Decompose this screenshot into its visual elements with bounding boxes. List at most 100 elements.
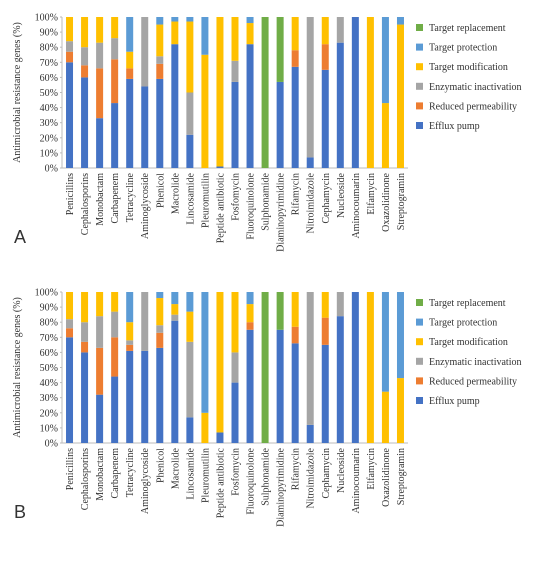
x-tick-label: Lincosamide xyxy=(185,447,196,499)
x-tick-label: Fosfomycin xyxy=(231,448,242,496)
bar-segment xyxy=(231,60,239,82)
bar-segment xyxy=(246,304,254,323)
bar-segment xyxy=(381,17,389,104)
x-tick-label: Oxazolidinone xyxy=(381,172,392,231)
x-tick-label: Fluoroquinolone xyxy=(246,447,257,514)
bar-segment xyxy=(291,50,299,67)
bar-segment xyxy=(216,17,224,167)
x-tick-label: Sulphonamide xyxy=(261,172,272,230)
x-tick-label: Aminocoumarin xyxy=(351,448,362,514)
bar-segment xyxy=(126,322,134,341)
bar-segment xyxy=(291,66,299,168)
x-tick-label: Monobactam xyxy=(95,448,106,501)
legend-label: Target replacement xyxy=(429,23,506,34)
x-tick-label: Fluoroquinolone xyxy=(246,172,257,239)
bar-segment xyxy=(126,68,134,79)
y-tick-label: 90% xyxy=(40,303,58,314)
bar-segment xyxy=(231,352,239,383)
x-tick-label: Macrolide xyxy=(170,447,181,489)
legend-swatch xyxy=(416,397,423,404)
bar-segment xyxy=(156,17,164,25)
bar-segment xyxy=(306,424,314,443)
bar-segment xyxy=(291,326,299,344)
bar-segment xyxy=(81,47,89,66)
legend-swatch xyxy=(416,299,423,306)
bar-segment xyxy=(141,350,149,443)
bar-segment xyxy=(246,44,254,168)
bar-segment xyxy=(201,412,209,443)
panel-label: B xyxy=(14,502,26,522)
bar-segment xyxy=(201,292,209,413)
x-tick-label: Elfamycin xyxy=(366,448,377,490)
bar-segment xyxy=(81,322,89,342)
bar-segment xyxy=(96,42,104,69)
legend-label: Enzymatic inactivation xyxy=(429,357,521,368)
bar-segment xyxy=(171,320,179,443)
legend-label: Target modification xyxy=(429,62,508,73)
x-tick-label: Diaminopyrimidine xyxy=(276,172,287,251)
x-tick-label: Pleuromutilin xyxy=(200,448,211,503)
x-tick-label: Cephalosporins xyxy=(80,173,91,235)
x-tick-label: Phenicol xyxy=(155,448,166,483)
bar-segment xyxy=(366,292,374,443)
bar-segment xyxy=(231,292,239,353)
bar-segment xyxy=(171,21,179,45)
x-tick-label: Diaminopyrimidine xyxy=(276,447,287,526)
bar-segment xyxy=(141,86,149,168)
bar-segment xyxy=(156,292,164,299)
bar-segment xyxy=(186,21,194,93)
x-tick-label: Phenicol xyxy=(155,173,166,208)
y-tick-label: 30% xyxy=(40,393,58,404)
legend-swatch xyxy=(416,357,423,365)
bar-segment xyxy=(66,292,74,320)
bar-segment xyxy=(111,103,119,168)
bar-segment xyxy=(291,343,299,443)
bar-segment xyxy=(81,292,89,323)
bar-segment xyxy=(306,17,314,158)
legend-label: Efflux pump xyxy=(429,121,480,132)
bar-segment xyxy=(396,378,404,443)
bar-segment xyxy=(336,17,344,43)
bar-segment xyxy=(186,134,194,168)
x-tick-label: Oxazolidinone xyxy=(381,447,392,506)
y-tick-label: 0% xyxy=(45,439,58,450)
bar-segment xyxy=(66,17,74,42)
x-tick-label: Rifamycin xyxy=(291,173,302,215)
y-tick-label: 60% xyxy=(40,348,58,359)
y-tick-label: 30% xyxy=(40,118,58,129)
bar-segment xyxy=(321,69,329,168)
legend-label: Target replacement xyxy=(429,298,506,309)
bar-segment xyxy=(366,17,374,168)
bar-segment xyxy=(276,17,284,82)
bar-segment xyxy=(81,77,89,168)
bar-segment xyxy=(321,317,329,345)
bar-segment xyxy=(381,103,389,168)
y-axis-label: Antimicrobial resistance genes (%) xyxy=(12,22,23,163)
legend-label: Target protection xyxy=(429,43,497,54)
bar-segment xyxy=(111,38,119,60)
y-tick-label: 80% xyxy=(40,318,58,329)
bar-segment xyxy=(96,17,104,43)
x-tick-label: Rifamycin xyxy=(291,448,302,490)
bar-segment xyxy=(231,81,239,168)
bar-segment xyxy=(141,292,149,351)
bar-segment xyxy=(96,316,104,348)
bar-segment xyxy=(126,17,134,52)
y-tick-label: 50% xyxy=(40,88,58,99)
x-tick-label: Peptide antibiotic xyxy=(215,172,226,243)
x-tick-label: Carbapenem xyxy=(110,173,121,224)
bar-segment xyxy=(111,17,119,39)
y-tick-label: 40% xyxy=(40,103,58,114)
x-tick-label: Streptogramin xyxy=(396,173,407,230)
bar-segment xyxy=(246,23,254,45)
bar-segment xyxy=(141,17,149,87)
x-tick-label: Elfamycin xyxy=(366,173,377,215)
x-tick-label: Cephamycin xyxy=(321,448,332,499)
bar-segment xyxy=(321,44,329,70)
y-tick-label: 50% xyxy=(40,363,58,374)
legend-swatch xyxy=(416,24,423,31)
x-tick-label: Aminoglycoside xyxy=(140,172,151,239)
x-tick-label: Streptogramin xyxy=(396,448,407,505)
bar-segment xyxy=(261,292,269,443)
